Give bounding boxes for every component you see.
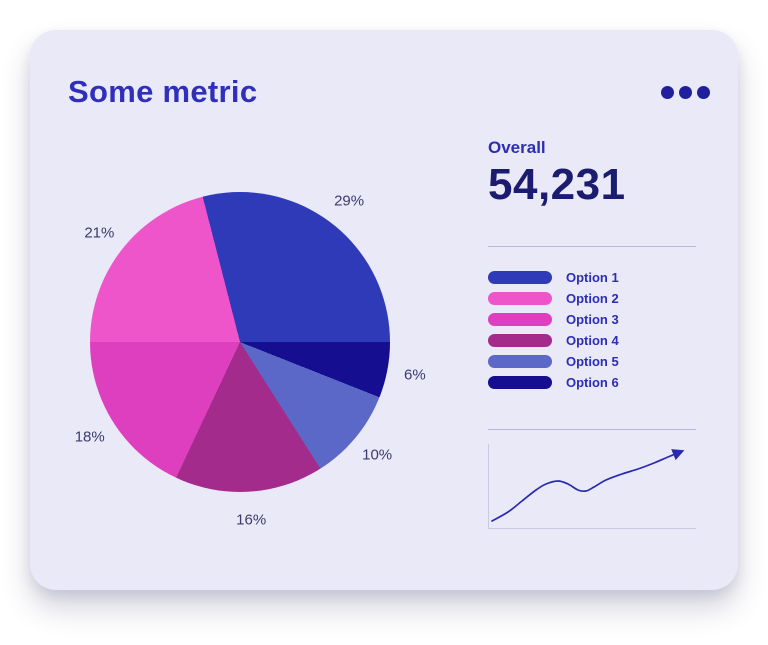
legend: Option 1 Option 2 Option 3 Option 4 Option 5…	[488, 267, 696, 393]
legend-label: Option 3	[566, 312, 619, 327]
legend-swatch	[488, 376, 552, 389]
pie-slice-label: 29%	[334, 192, 365, 210]
legend-item: Option 3	[488, 309, 696, 330]
legend-item: Option 5	[488, 351, 696, 372]
pie-slice-label: 21%	[84, 224, 115, 242]
legend-label: Option 6	[566, 375, 619, 390]
legend-label: Option 2	[566, 291, 619, 306]
legend-swatch	[488, 355, 552, 368]
page-title: Some metric	[68, 74, 258, 109]
divider	[488, 246, 696, 247]
spark-line	[491, 449, 685, 522]
legend-swatch	[488, 292, 552, 305]
menu-dot-icon	[697, 86, 710, 99]
legend-item: Option 4	[488, 330, 696, 351]
pie-chart: 29% 6% 10% 16% 18% 21%	[30, 142, 450, 542]
overflow-menu-button[interactable]	[659, 84, 712, 101]
trend-sparkline	[488, 444, 696, 529]
overall-label: Overall	[488, 138, 546, 157]
legend-item: Option 1	[488, 267, 696, 288]
pie-slice-label: 16%	[236, 511, 267, 529]
legend-label: Option 1	[566, 270, 619, 285]
legend-swatch	[488, 271, 552, 284]
pie-circle	[90, 192, 390, 492]
legend-swatch	[488, 313, 552, 326]
menu-dot-icon	[679, 86, 692, 99]
legend-swatch	[488, 334, 552, 347]
menu-dot-icon	[661, 86, 674, 99]
overall-value: 54,231	[488, 160, 626, 209]
metric-card: Some metric 29% 6% 10% 16% 18% 21% Overall 54…	[30, 30, 738, 590]
legend-item: Option 6	[488, 372, 696, 393]
legend-item: Option 2	[488, 288, 696, 309]
spark-axis	[488, 444, 696, 529]
pie-slice-label: 6%	[404, 366, 426, 384]
divider	[488, 429, 696, 430]
pie-slice-label: 18%	[74, 428, 105, 446]
legend-label: Option 5	[566, 354, 619, 369]
legend-label: Option 4	[566, 333, 619, 348]
pie-slice-label: 10%	[362, 446, 393, 464]
